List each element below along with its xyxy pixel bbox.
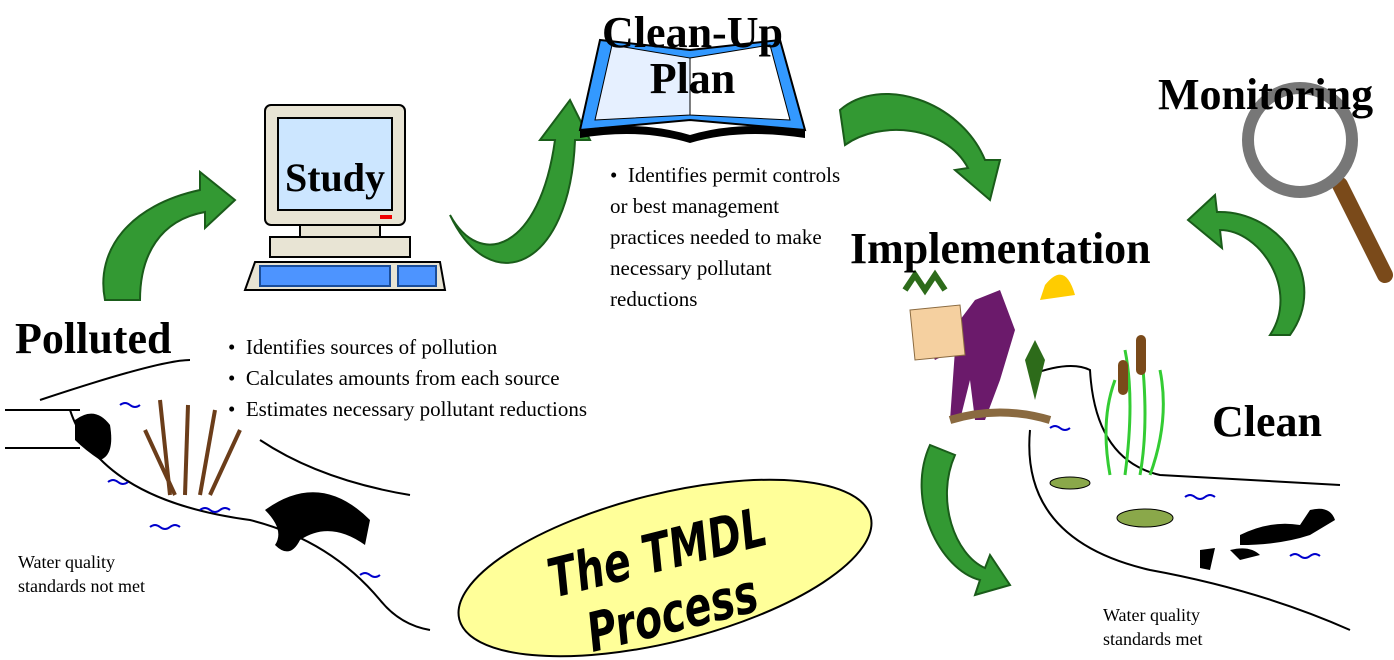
fish: [1050, 477, 1090, 489]
plan-label: Clean-Up Plan: [585, 10, 800, 102]
arrow: [103, 172, 235, 300]
clean-label: Clean: [1212, 399, 1322, 445]
clean-note: Water quality standards met: [1103, 603, 1233, 651]
fish: [1117, 509, 1173, 527]
fish: [265, 492, 370, 551]
bullet: Identifies sources of pollution: [228, 332, 587, 363]
reeds: [145, 400, 240, 495]
polluted-note: Water quality standards not met: [18, 550, 158, 598]
swimmer: [1200, 509, 1335, 570]
bullet: Identifies permit controls or best manag…: [610, 160, 845, 315]
arrow: [450, 100, 590, 263]
plan-bullets: Identifies permit controls or best manag…: [610, 160, 845, 315]
cattails: [1106, 340, 1163, 475]
worker: [905, 275, 1075, 420]
arrow: [1188, 195, 1304, 335]
bullet: Calculates amounts from each source: [228, 363, 587, 394]
polluted-label: Polluted: [15, 316, 171, 362]
arrow: [840, 94, 1000, 200]
bullet: Estimates necessary pollutant reductions: [228, 394, 587, 425]
study-bullets: Identifies sources of pollution Calculat…: [228, 332, 587, 425]
arrow: [922, 445, 1010, 595]
cattail-heads: [1118, 335, 1146, 395]
pipe: [75, 414, 111, 460]
monitoring-label: Monitoring: [1158, 72, 1373, 118]
study-label: Study: [278, 155, 392, 201]
implementation-label: Implementation: [850, 226, 1151, 272]
diagram: Clean-Up Plan Study Monitoring Implement…: [0, 0, 1394, 660]
